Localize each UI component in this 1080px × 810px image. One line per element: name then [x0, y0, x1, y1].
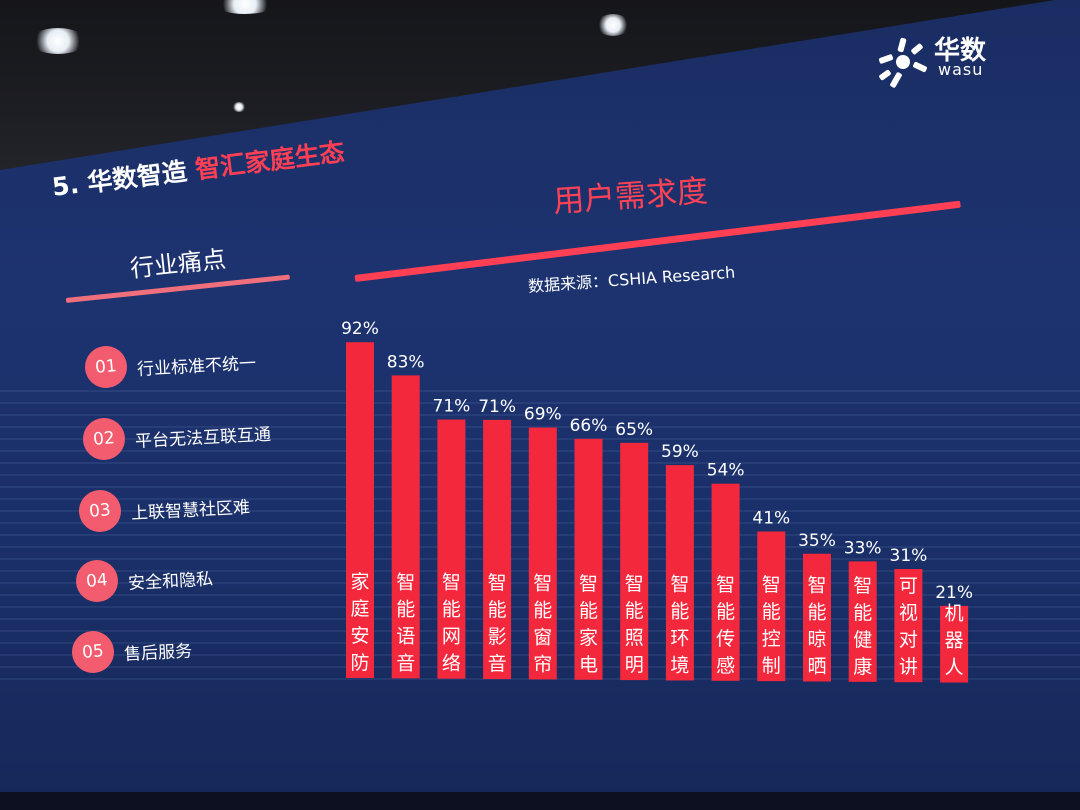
- bar-value-label: 41%: [752, 509, 790, 529]
- bar-category-label: 智能语音: [396, 571, 415, 674]
- bar-category-label: 智能影音: [488, 572, 507, 675]
- ceiling-light: [232, 102, 246, 112]
- bar-智能照明: [620, 442, 649, 681]
- ceiling-light: [596, 14, 630, 36]
- bar-智能家电: [574, 438, 603, 680]
- bar-value-label: 31%: [890, 546, 928, 566]
- bar-value-label: 21%: [935, 583, 973, 603]
- bar-智能健康: [848, 561, 877, 682]
- bar-value-label: 92%: [341, 319, 379, 339]
- bar-智能环境: [665, 465, 694, 681]
- bar-value-label: 35%: [798, 531, 836, 551]
- bar-category-label: 智能网络: [442, 572, 461, 675]
- bar-value-label: 83%: [387, 352, 425, 372]
- bar-智能控制: [757, 531, 786, 682]
- bar-value-label: 65%: [615, 420, 653, 440]
- bar-category-label: 智能控制: [762, 574, 781, 677]
- bar-value-label: 71%: [433, 397, 471, 417]
- logo-text-chinese: 华数: [934, 36, 987, 66]
- bar-value-label: 59%: [661, 442, 699, 462]
- bar-可视对讲: [894, 569, 923, 683]
- bar-category-label: 智能健康: [853, 575, 872, 678]
- ceiling-light: [30, 28, 86, 54]
- bar-智能影音: [483, 419, 512, 680]
- ceiling-light: [215, 0, 275, 14]
- bar-value-label: 66%: [570, 416, 608, 436]
- bar-智能窗帘: [528, 427, 557, 680]
- bar-value-label: 69%: [524, 405, 562, 425]
- bar-category-label: 智能照明: [625, 573, 644, 676]
- bar-category-label: 家庭安防: [350, 571, 369, 674]
- bar-value-label: 54%: [707, 461, 745, 481]
- bar-智能晾晒: [803, 553, 831, 682]
- bar-智能网络: [437, 419, 466, 679]
- bar-category-label: 机器人: [945, 603, 964, 679]
- bar-家庭安防: [346, 342, 374, 678]
- bar-value-label: 33%: [844, 538, 882, 558]
- bar-机器人: [940, 605, 969, 683]
- bar-category-label: 智能晾晒: [807, 575, 826, 678]
- bar-value-label: 71%: [478, 397, 516, 417]
- logo-text-english: wasu: [938, 60, 984, 79]
- bar-智能语音: [391, 375, 420, 679]
- wasu-logo-icon: [878, 37, 927, 88]
- bar-智能传感: [711, 483, 740, 681]
- bar-category-label: 智能窗帘: [533, 572, 552, 675]
- stage-floor: [0, 792, 1080, 810]
- bar-category-label: 智能传感: [716, 574, 735, 677]
- bar-category-label: 智能环境: [670, 573, 689, 676]
- bar-category-label: 可视对讲: [899, 575, 918, 678]
- bar-category-label: 智能家电: [579, 573, 598, 676]
